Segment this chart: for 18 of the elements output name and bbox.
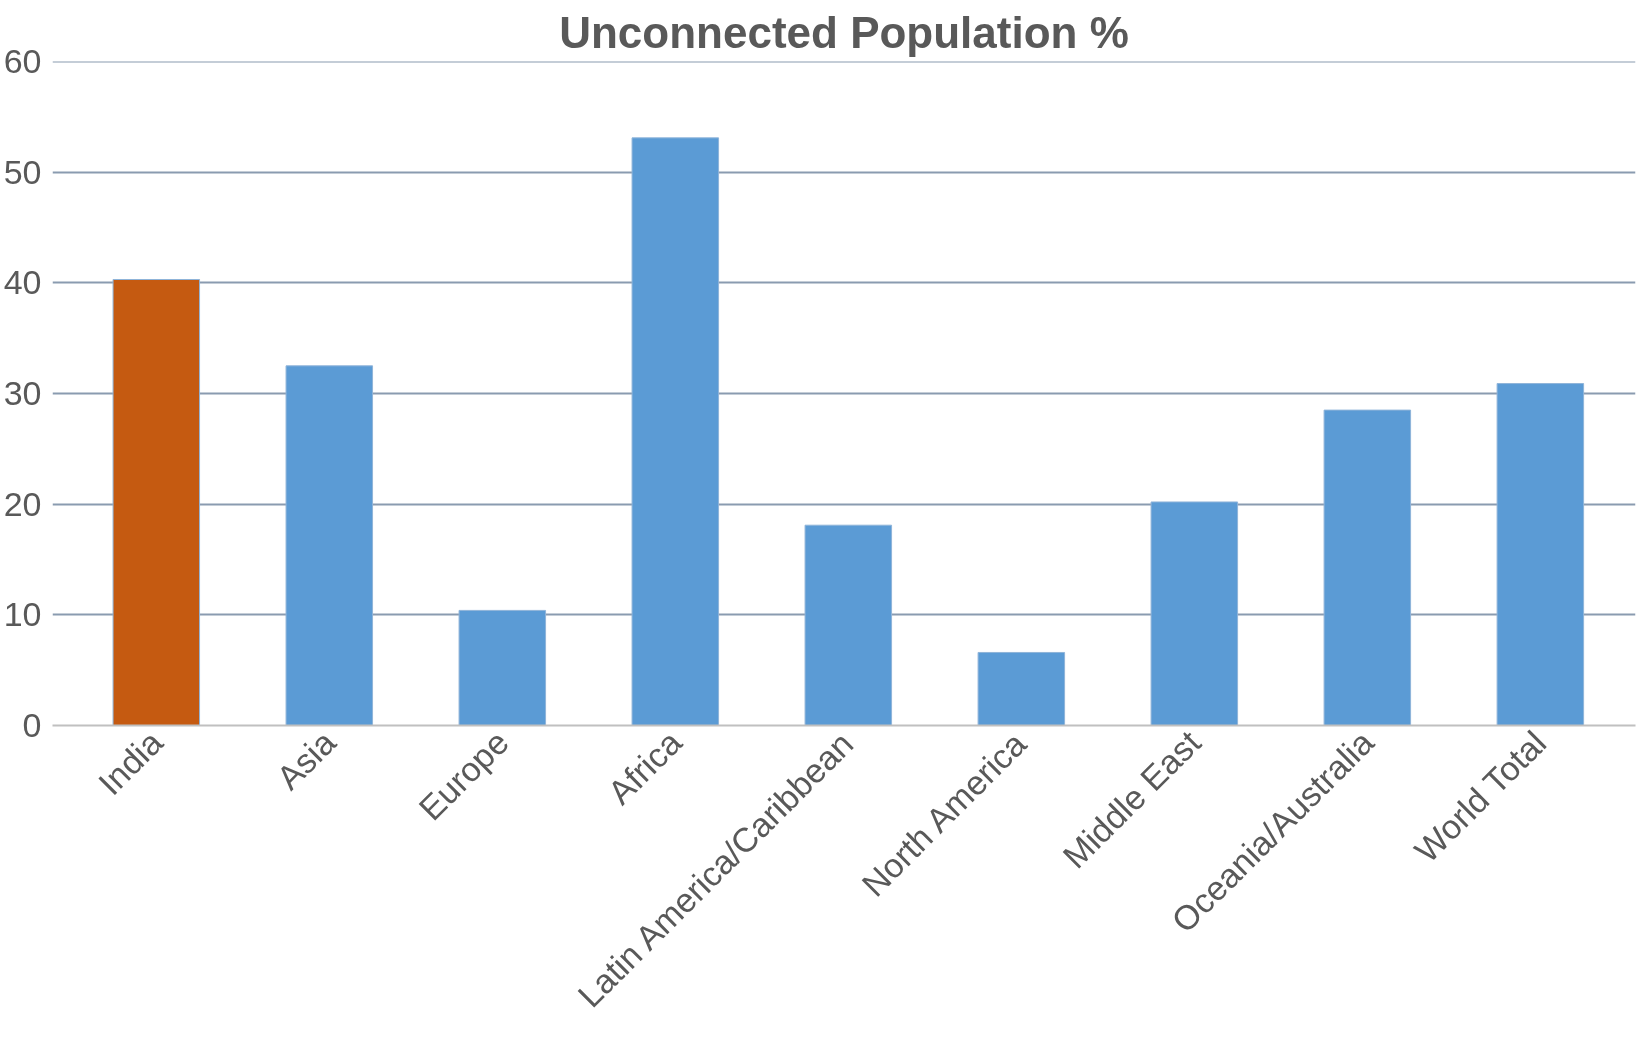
y-tick-label: 60	[3, 42, 42, 80]
bar	[1496, 383, 1585, 726]
bar	[804, 524, 893, 726]
bar	[112, 279, 201, 726]
chart-title: Unconnected Population %	[559, 7, 1129, 57]
bar	[285, 365, 374, 726]
bar	[977, 651, 1066, 726]
bar	[631, 137, 720, 726]
bar	[458, 609, 547, 726]
bar	[1150, 501, 1239, 726]
x-tick-label: Asia	[269, 723, 343, 797]
bar	[1323, 409, 1412, 726]
y-tick-label: 10	[3, 595, 42, 634]
y-tick-label: 0	[22, 706, 42, 744]
y-tick-label: 30	[3, 374, 42, 412]
y-tick-label: 40	[3, 263, 42, 302]
y-tick-label: 20	[3, 484, 42, 523]
y-tick-label: 50	[3, 152, 42, 191]
